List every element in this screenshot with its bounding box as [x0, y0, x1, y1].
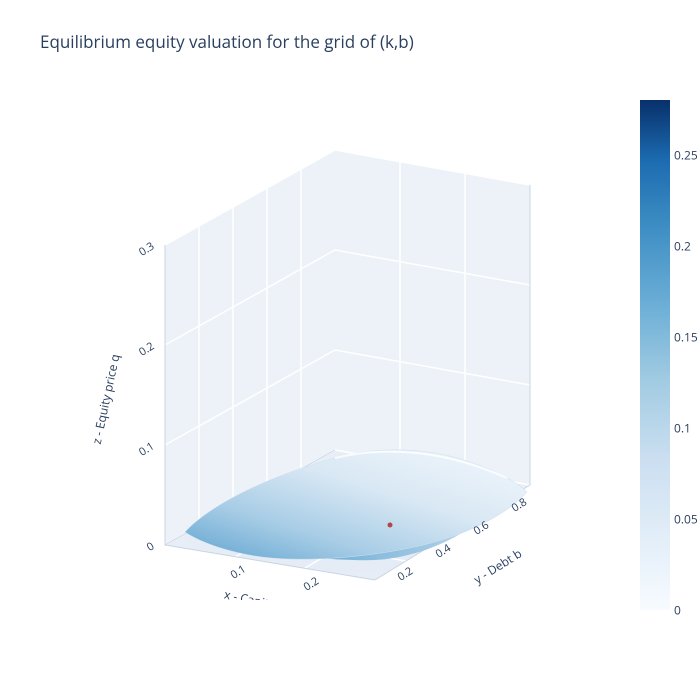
- colorbar-tick: 0: [674, 602, 681, 619]
- svg-text:0.2: 0.2: [136, 339, 157, 360]
- svg-text:0.2: 0.2: [395, 564, 416, 585]
- svg-text:0.3: 0.3: [136, 239, 157, 260]
- colorbar-tick: 0.25: [674, 147, 698, 164]
- wall-back: [335, 150, 530, 485]
- svg-text:0.1: 0.1: [228, 562, 249, 583]
- colorbar-tick: 0.2: [674, 238, 691, 255]
- colorbar-tick: 0.1: [674, 420, 691, 437]
- colorbar-tick: 0.05: [674, 511, 698, 528]
- colorbar-tick: 0.15: [674, 329, 698, 346]
- chart-title: Equilibrium equity valuation for the gri…: [40, 30, 414, 53]
- svg-text:0: 0: [144, 539, 157, 555]
- colorbar-gradient: [640, 100, 670, 610]
- surface-marker: [388, 523, 393, 528]
- x-axis-label: x - Capital k: [223, 586, 290, 600]
- svg-text:0.2: 0.2: [301, 574, 322, 595]
- svg-text:0.1: 0.1: [136, 439, 157, 460]
- z-axis-ticks: 0 0.1 0.2 0.3: [136, 239, 157, 555]
- chart-container: Equilibrium equity valuation for the gri…: [0, 0, 700, 700]
- z-axis-label: z - Equity price q: [88, 352, 124, 445]
- y-axis-label: y - Debt b: [470, 545, 524, 588]
- scene-3d[interactable]: 0 0.1 0.2 0.3 z - Equity price q 0.1 0.2…: [55, 150, 555, 600]
- colorbar[interactable]: 0 0.05 0.1 0.15 0.2 0.25: [640, 100, 670, 610]
